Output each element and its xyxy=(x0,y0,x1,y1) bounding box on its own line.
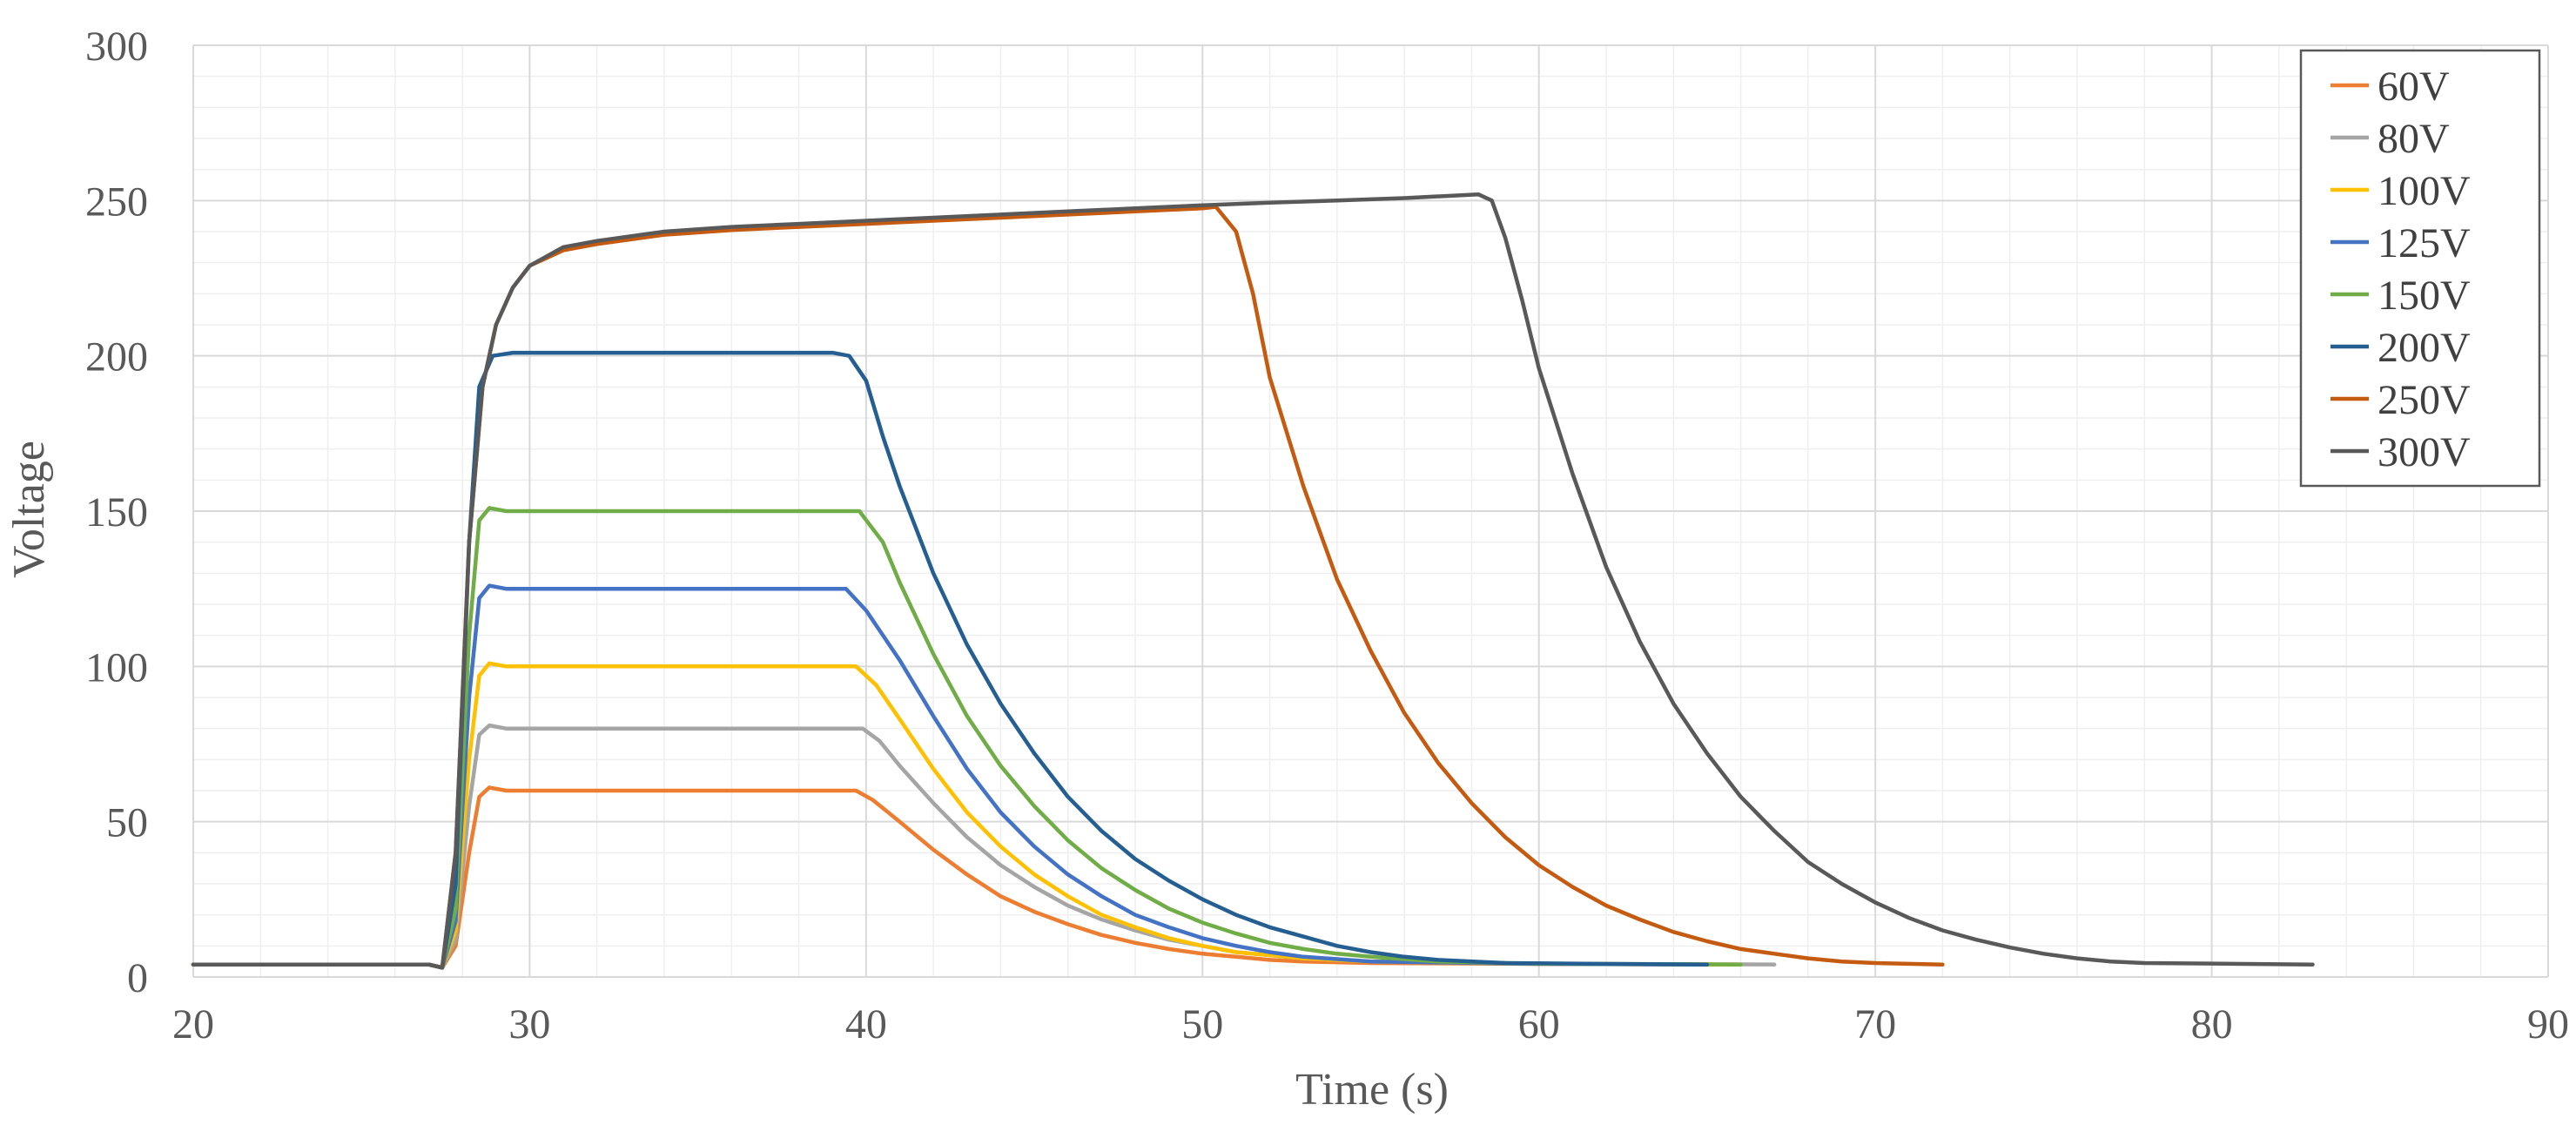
y-tick-label: 300 xyxy=(85,24,148,70)
y-tick-label: 250 xyxy=(85,179,148,225)
x-tick-label: 90 xyxy=(2527,1001,2569,1048)
y-axis-label: Voltage xyxy=(4,441,54,578)
series-line-60V xyxy=(191,785,1710,970)
series-lines xyxy=(191,192,2315,970)
x-tick-label: 60 xyxy=(1518,1001,1560,1048)
series-line-300V xyxy=(191,192,2315,970)
y-tick-label: 150 xyxy=(85,489,148,536)
legend-label-80V: 80V xyxy=(2378,116,2450,162)
x-tick-label: 40 xyxy=(845,1001,887,1048)
series-line-125V xyxy=(191,583,1710,970)
series-line-150V xyxy=(191,506,1743,970)
y-tick-label: 50 xyxy=(106,800,148,846)
legend-label-200V: 200V xyxy=(2378,325,2471,371)
legend-label-250V: 250V xyxy=(2378,377,2471,423)
y-tick-label: 0 xyxy=(127,955,148,1001)
series-line-100V xyxy=(191,661,1743,970)
x-axis-label: Time (s) xyxy=(1295,1065,1449,1115)
legend-label-125V: 125V xyxy=(2378,220,2471,266)
legend-label-300V: 300V xyxy=(2378,429,2471,475)
x-tick-label: 50 xyxy=(1181,1001,1223,1048)
gridlines xyxy=(192,44,2549,978)
x-tick-label: 30 xyxy=(508,1001,550,1048)
x-tick-label: 80 xyxy=(2191,1001,2233,1048)
legend-label-150V: 150V xyxy=(2378,273,2471,319)
legend-label-100V: 100V xyxy=(2378,168,2471,214)
series-line-200V xyxy=(191,350,1710,970)
x-tick-label: 20 xyxy=(172,1001,214,1048)
x-tick-label: 70 xyxy=(1854,1001,1896,1048)
legend: 60V 80V 100V 125V 150V 200V 250V 300V xyxy=(2299,49,2541,488)
legend-label-60V: 60V xyxy=(2378,64,2450,110)
y-tick-label: 200 xyxy=(85,334,148,381)
y-tick-label: 100 xyxy=(85,644,148,690)
axis-tick-labels: 20 30 40 50 60 70 80 90 0 50 100 150 200 250 300 xyxy=(85,24,2569,1048)
legend-box xyxy=(2299,49,2541,488)
